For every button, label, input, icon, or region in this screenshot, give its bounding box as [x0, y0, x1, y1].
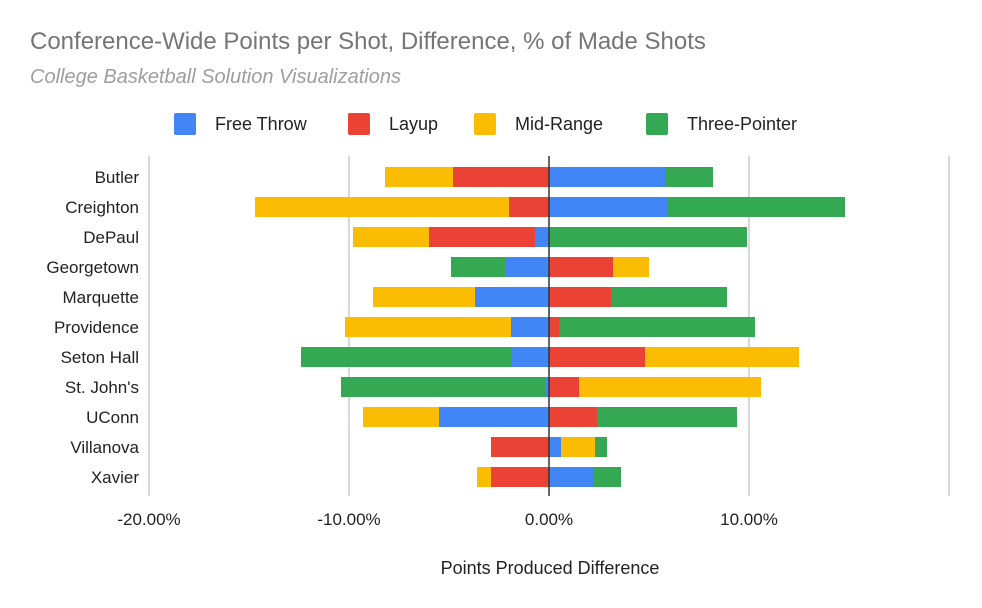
legend-label-three-pointer: Three-Pointer	[687, 113, 798, 134]
bar-creighton-layup[interactable]	[509, 197, 549, 217]
bar-butler-free-throw[interactable]	[549, 167, 665, 187]
bar-xavier-three-pointer[interactable]	[593, 467, 621, 487]
chart-title: Conference-Wide Points per Shot, Differe…	[30, 28, 706, 55]
legend-item-layup[interactable]: Layup	[348, 113, 438, 135]
x-tick-label: -20.00%	[117, 510, 180, 529]
bar-uconn-free-throw[interactable]	[439, 407, 549, 427]
bar-butler-mid-range[interactable]	[385, 167, 453, 187]
bar-providence-free-throw[interactable]	[511, 317, 549, 337]
bar-seton-hall-free-throw[interactable]	[511, 347, 549, 367]
bar-providence-mid-range[interactable]	[345, 317, 511, 337]
bar-xavier-layup[interactable]	[491, 467, 549, 487]
bar-villanova-three-pointer[interactable]	[595, 437, 607, 457]
bar-st-john-s-layup[interactable]	[549, 377, 579, 397]
bar-providence-layup[interactable]	[549, 317, 559, 337]
bar-villanova-mid-range[interactable]	[561, 437, 595, 457]
legend-swatch-three-pointer	[646, 113, 668, 135]
bar-st-john-s-free-throw[interactable]	[545, 377, 549, 397]
legend-swatch-mid-range	[474, 113, 496, 135]
y-tick-label: Marquette	[62, 288, 139, 307]
bar-georgetown-three-pointer[interactable]	[451, 257, 505, 277]
y-tick-label: Seton Hall	[61, 348, 139, 367]
bar-uconn-mid-range[interactable]	[363, 407, 439, 427]
bar-georgetown-free-throw[interactable]	[505, 257, 549, 277]
legend-label-free-throw: Free Throw	[215, 113, 307, 134]
y-tick-label: Providence	[54, 318, 139, 337]
bar-georgetown-mid-range[interactable]	[613, 257, 649, 277]
bar-creighton-mid-range[interactable]	[255, 197, 509, 217]
labels-layer: Butler Creighton DePaul Georgetown Marquette…	[46, 168, 777, 529]
bar-butler-layup[interactable]	[453, 167, 549, 187]
bar-st-john-s-mid-range[interactable]	[579, 377, 761, 397]
chart-subtitle: College Basketball Solution Visualizatio…	[30, 66, 401, 88]
bar-xavier-free-throw[interactable]	[549, 467, 593, 487]
x-axis-title: Points Produced Difference	[441, 558, 660, 578]
bar-st-john-s-three-pointer[interactable]	[341, 377, 545, 397]
x-tick-label: -10.00%	[317, 510, 380, 529]
bar-depaul-mid-range[interactable]	[353, 227, 429, 247]
y-tick-label: St. John's	[65, 378, 139, 397]
bar-xavier-mid-range[interactable]	[477, 467, 491, 487]
y-tick-label: Xavier	[91, 468, 140, 487]
legend-item-three-pointer[interactable]: Three-Pointer	[646, 113, 797, 135]
bar-villanova-layup[interactable]	[491, 437, 549, 457]
legend-swatch-free-throw	[174, 113, 196, 135]
y-tick-label: DePaul	[83, 228, 139, 247]
bar-seton-hall-three-pointer[interactable]	[301, 347, 511, 367]
legend-label-layup: Layup	[389, 113, 439, 134]
bar-uconn-three-pointer[interactable]	[597, 407, 737, 427]
bar-creighton-free-throw[interactable]	[549, 197, 667, 217]
bar-depaul-layup[interactable]	[429, 227, 535, 247]
bar-seton-hall-layup[interactable]	[549, 347, 645, 367]
y-tick-label: Villanova	[70, 438, 139, 457]
bar-marquette-three-pointer[interactable]	[611, 287, 727, 307]
bar-marquette-mid-range[interactable]	[373, 287, 475, 307]
y-tick-label: Georgetown	[46, 258, 139, 277]
bar-marquette-layup[interactable]	[549, 287, 611, 307]
y-tick-label: Butler	[95, 168, 140, 187]
bar-butler-three-pointer[interactable]	[665, 167, 713, 187]
bar-seton-hall-mid-range[interactable]	[645, 347, 799, 367]
bar-depaul-free-throw[interactable]	[535, 227, 549, 247]
bar-uconn-layup[interactable]	[549, 407, 597, 427]
x-tick-label: 10.00%	[720, 510, 778, 529]
bar-creighton-three-pointer[interactable]	[667, 197, 845, 217]
bar-georgetown-layup[interactable]	[549, 257, 613, 277]
legend-item-free-throw[interactable]: Free Throw	[174, 113, 307, 135]
bar-depaul-three-pointer[interactable]	[549, 227, 747, 247]
bar-marquette-free-throw[interactable]	[475, 287, 549, 307]
x-tick-label: 0.00%	[525, 510, 573, 529]
y-tick-label: UConn	[86, 408, 139, 427]
legend-item-mid-range[interactable]: Mid-Range	[474, 113, 603, 135]
bars-layer	[255, 167, 845, 487]
legend-label-mid-range: Mid-Range	[515, 113, 604, 134]
legend-swatch-layup	[348, 113, 370, 135]
y-tick-label: Creighton	[65, 198, 139, 217]
bar-villanova-free-throw[interactable]	[549, 437, 561, 457]
bar-providence-three-pointer[interactable]	[559, 317, 755, 337]
